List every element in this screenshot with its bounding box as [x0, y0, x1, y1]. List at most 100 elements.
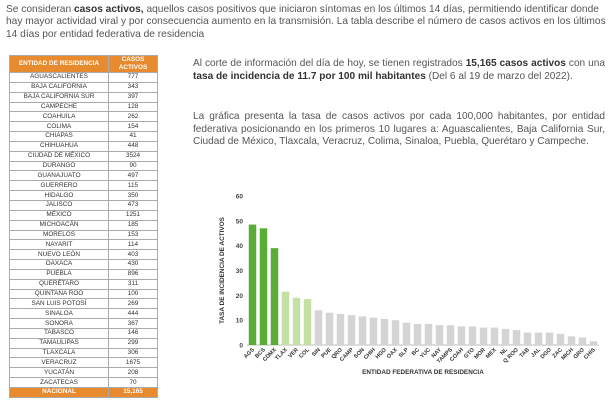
entity-cell: QUINTANA ROO — [9, 288, 109, 300]
bar — [358, 316, 367, 345]
entity-cell: MORELOS — [9, 229, 109, 241]
cases-cell: 777 — [108, 72, 158, 83]
bar — [556, 333, 565, 345]
summary-paragraph: Al corte de información del día de hoy, … — [193, 58, 605, 82]
entity-cell: ZACATECAS — [9, 377, 109, 388]
cases-cell: 70 — [108, 377, 158, 388]
y-tick-label: 60 — [236, 194, 244, 201]
entity-cell: MICHOACÁN — [9, 219, 109, 231]
entity-cell: HIDALGO — [9, 190, 109, 201]
entity-cell: TLAXCALA — [9, 347, 109, 359]
table-row: TAMAULIPAS 299 — [9, 337, 158, 349]
total-row: NACIONAL 15,165 — [9, 387, 158, 398]
table-row: QUINTANA ROO 100 — [9, 288, 158, 300]
bar — [248, 224, 257, 345]
entity-cell: CHIAPAS — [9, 131, 109, 142]
bar — [391, 320, 400, 345]
bar — [501, 328, 510, 345]
x-tick-label: SIN — [311, 347, 322, 358]
bar — [380, 318, 389, 345]
x-tick-label: CHIS — [583, 347, 597, 361]
entity-cell: CHIHUAHUA — [9, 140, 109, 152]
entity-cell: TAMAULIPAS — [9, 337, 109, 349]
bar — [446, 325, 455, 345]
bar — [292, 297, 301, 345]
total-label: NACIONAL — [9, 387, 109, 398]
table-row: OAXACA 430 — [9, 259, 158, 270]
entity-cell: COAHUILA — [9, 111, 109, 123]
table-row: NAYARIT 114 — [9, 239, 158, 251]
cases-cell: 343 — [108, 81, 158, 93]
cases-cell: 497 — [108, 170, 158, 182]
bar — [402, 322, 411, 345]
cases-cell: 3524 — [108, 150, 158, 162]
bar — [336, 313, 345, 345]
bar — [512, 330, 521, 345]
entity-cell: SINALOA — [9, 308, 109, 320]
table-row: CHIAPAS 41 — [9, 131, 158, 142]
table-row: NUEVO LEÓN 403 — [9, 249, 158, 261]
cases-cell: 269 — [108, 298, 158, 310]
cases-cell: 146 — [108, 327, 158, 339]
entity-cell: MÉXICO — [9, 209, 109, 221]
table-row: BAJA CALIFORNIA SUR 397 — [9, 91, 158, 103]
table-row: TLAXCALA 306 — [9, 347, 158, 359]
intro-paragraph: Se consideran casos activos, aquellos ca… — [6, 4, 606, 40]
bar — [589, 341, 598, 345]
entity-cell: VERACRUZ — [9, 357, 109, 369]
bar — [435, 325, 444, 345]
bar — [369, 317, 378, 345]
entity-cell: OAXACA — [9, 259, 109, 270]
bar — [534, 332, 543, 345]
cases-cell: 185 — [108, 219, 158, 231]
intro-bold-term: casos activos, — [73, 4, 144, 15]
x-tick-label: MEX — [485, 347, 498, 360]
y-tick-label: 30 — [236, 268, 244, 275]
total-value: 15,165 — [108, 387, 158, 398]
y-tick-label: 40 — [236, 243, 244, 250]
cases-cell: 41 — [108, 131, 158, 142]
cases-cell: 448 — [108, 140, 158, 152]
cases-cell: 114 — [108, 239, 158, 251]
bar — [347, 315, 356, 345]
cases-cell: 350 — [108, 190, 158, 201]
table-row: JALISCO 473 — [9, 199, 158, 211]
table-row: QUERÉTARO 311 — [9, 278, 158, 290]
x-tick-label: MOR — [473, 347, 486, 360]
cases-cell: 306 — [108, 347, 158, 359]
bar — [545, 332, 554, 345]
cases-cell: 403 — [108, 249, 158, 261]
y-tick-label: 50 — [236, 218, 244, 225]
x-tick-label: YUC — [419, 347, 432, 360]
table-row: AGUASCALIENTES 777 — [9, 72, 158, 83]
entity-cell: BAJA CALIFORNIA SUR — [9, 91, 109, 103]
entity-cell: CIUDAD DE MÉXICO — [9, 150, 109, 162]
table-row: COAHUILA 262 — [9, 111, 158, 123]
table-row: GUERRERO 115 — [9, 180, 158, 192]
y-axis-title: TASA DE INCIDENCIA DE ACTIVOS — [219, 216, 226, 323]
bar — [457, 326, 466, 345]
cases-cell: 100 — [108, 288, 158, 300]
bar — [479, 327, 488, 345]
entity-cell: YUCATÁN — [9, 367, 109, 379]
cases-cell: 153 — [108, 229, 158, 241]
entity-cell: GUERRERO — [9, 180, 109, 192]
table-row: SONORA 367 — [9, 318, 158, 329]
header-cases: CASOS ACTIVOS — [108, 55, 158, 73]
bar — [490, 327, 499, 345]
cases-cell: 128 — [108, 101, 158, 113]
table-row: MICHOACÁN 185 — [9, 219, 158, 231]
bar — [413, 323, 422, 345]
entity-cell: DURANGO — [9, 160, 109, 172]
x-tick-label: DGO — [540, 347, 554, 361]
entity-cell: NUEVO LEÓN — [9, 249, 109, 261]
cases-cell: 444 — [108, 308, 158, 320]
bar — [567, 336, 576, 345]
x-tick-label: BC — [411, 347, 421, 357]
table-row: TABASCO 146 — [9, 327, 158, 339]
entity-cell: SAN LUIS POTOSÍ — [9, 298, 109, 310]
entity-cell: AGUASCALIENTES — [9, 72, 109, 83]
table-row: DURANGO 90 — [9, 160, 158, 172]
table-row: MORELOS 153 — [9, 229, 158, 241]
cases-cell: 397 — [108, 91, 158, 103]
